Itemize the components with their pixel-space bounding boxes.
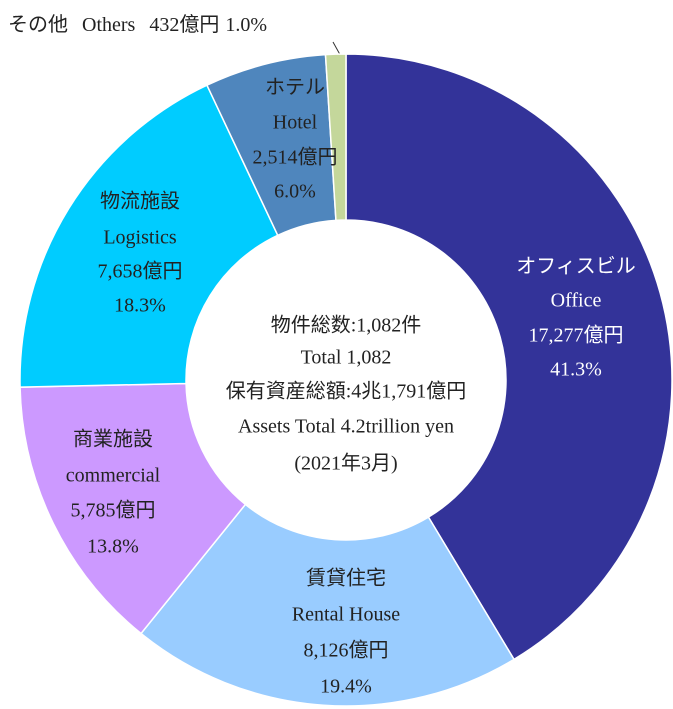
- center-text: (2021年3月): [294, 452, 397, 475]
- others-label-part: その他: [8, 13, 68, 36]
- segment-label: commercial: [66, 465, 161, 487]
- segment-label: Logistics: [103, 227, 177, 249]
- segment-label: 19.4%: [320, 676, 372, 698]
- segment-label: 2,514億円: [253, 146, 338, 169]
- wedge: [19, 382, 247, 635]
- segment-label: 6.0%: [274, 181, 316, 203]
- segment-label: ホテル: [265, 77, 325, 99]
- others-label-part: 432億円: [149, 13, 219, 36]
- segment-label: 商業施設: [73, 428, 153, 451]
- segment-label: 7,658億円: [98, 260, 183, 283]
- segment-label: 18.3%: [114, 295, 166, 317]
- segment-label: 13.8%: [87, 536, 139, 558]
- center-text: 物件総数:1,082件: [271, 314, 422, 337]
- segment-label: 5,785億円: [71, 499, 156, 522]
- segment-label: 17,277億円: [529, 324, 624, 347]
- wedge: [19, 84, 279, 388]
- segment-label: 41.3%: [550, 359, 602, 381]
- others-label-part: 1.0%: [225, 14, 267, 36]
- segment-label: 物流施設: [100, 190, 180, 213]
- wedge: [345, 53, 673, 661]
- wedge: [139, 503, 516, 707]
- center-text: 保有資産総額:4兆1,791億円: [226, 380, 467, 403]
- center-text: Assets Total 4.2trillion yen: [238, 416, 454, 438]
- wedge: [324, 53, 347, 222]
- others-label: その他 Others 432億円 1.0%: [8, 13, 267, 36]
- segment-label: Office: [551, 290, 602, 312]
- segment-label: 8,126億円: [304, 639, 389, 662]
- segment-label: 賃貸住宅: [306, 567, 386, 590]
- segment-label: Hotel: [273, 112, 318, 134]
- segment-label: Rental House: [292, 604, 400, 626]
- segment-label: オフィスビル: [516, 255, 636, 278]
- others-label-part: Others: [82, 14, 136, 36]
- center-text: Total 1,082: [301, 347, 392, 369]
